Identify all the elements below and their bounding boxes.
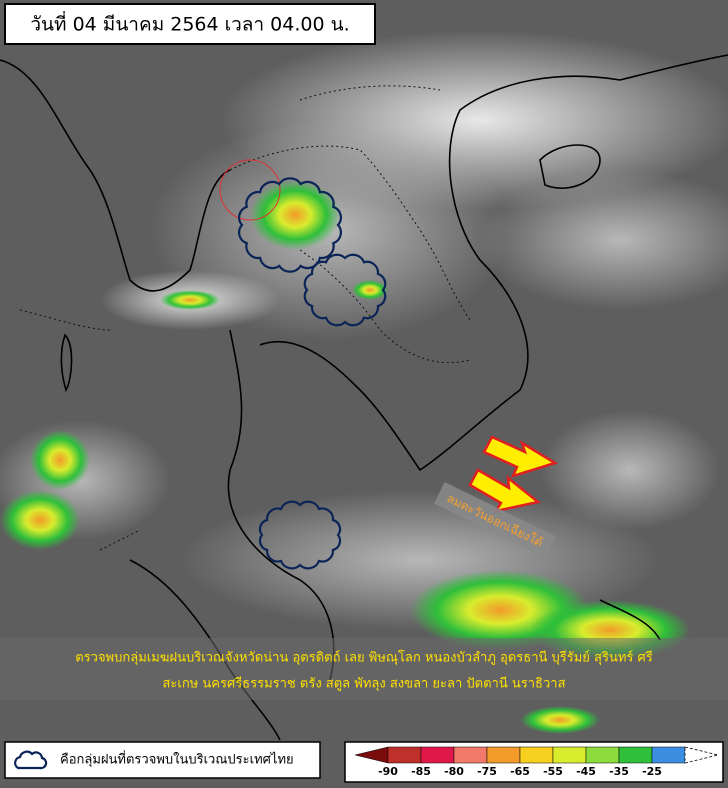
title-box (4, 3, 376, 45)
scale-tick-label: -80 (444, 765, 464, 778)
scale-tick-label: -75 (477, 765, 497, 778)
scale-tick-label: -35 (609, 765, 629, 778)
scale-segment (618, 746, 653, 764)
scale-segment (387, 746, 422, 764)
rain-cloud-markers (238, 177, 387, 570)
color-scale: -90 -85 -80 -75 -65 -55 -45 -35 -25 (354, 746, 719, 778)
rain-cloud (258, 500, 342, 570)
map-title: วันที่ 04 มีนาคม 2564 เวลา 04.00 น. (30, 11, 349, 36)
scale-segment (486, 746, 521, 764)
scale-tick-label: -45 (576, 765, 596, 778)
wind-label-box (434, 482, 556, 558)
scale-segment (519, 746, 554, 764)
scale-segment (585, 746, 620, 764)
legend-cloud-icon (14, 750, 48, 770)
caption-line: สะเกษ นครศรีธรรมราช ตรัง สตูล พัทลุง สงข… (162, 676, 565, 692)
scale-segment (651, 746, 686, 764)
legend-box (4, 741, 321, 779)
rain-cloud (303, 253, 387, 327)
caption-band (0, 638, 728, 700)
scale-tick-label: -90 (378, 765, 398, 778)
scale-segment (684, 746, 719, 764)
scale-segment (453, 746, 488, 764)
focus-circle (219, 159, 281, 221)
scale-tick-label: -25 (642, 765, 662, 778)
wind-arrows (468, 435, 559, 513)
scale-tick-label: -55 (543, 765, 563, 778)
scale-tick-label: -65 (510, 765, 530, 778)
borders (19, 85, 471, 551)
scale-tick-label: -85 (411, 765, 431, 778)
caption-line: ตรวจพบกลุ่มเมฆฝนบริเวณจังหวัดน่าน อุตรดิ… (75, 650, 653, 666)
legend-label: คือกลุ่มฝนที่ตรวจพบในบริเวณประเทศไทย (60, 751, 294, 768)
scale-segment (420, 746, 455, 764)
scale-segment (552, 746, 587, 764)
